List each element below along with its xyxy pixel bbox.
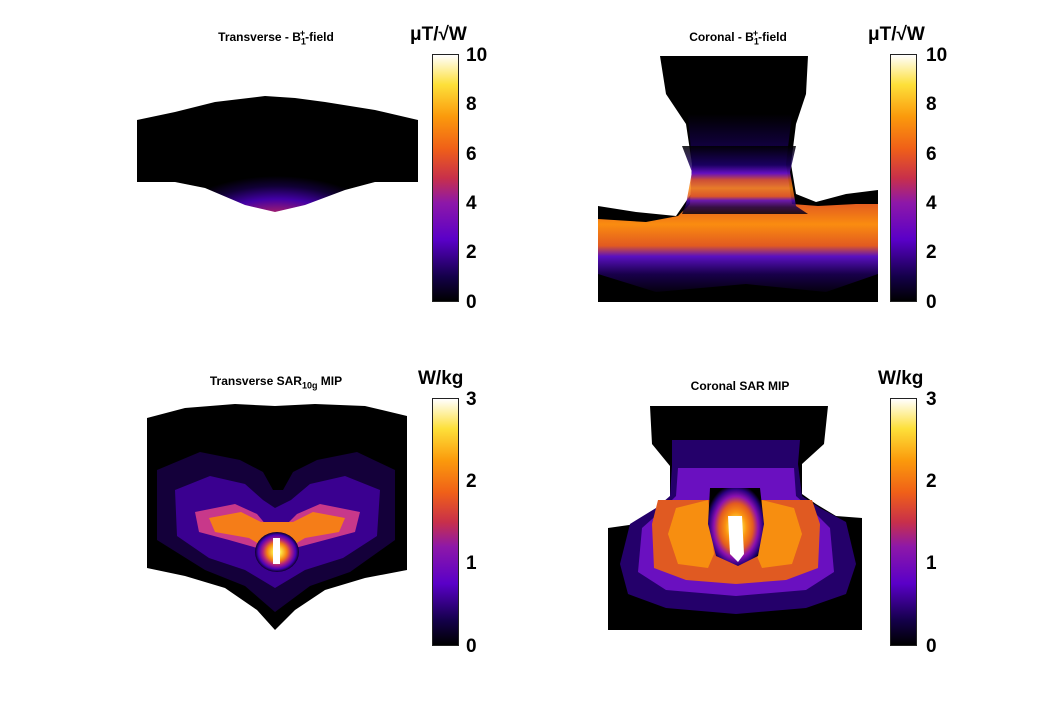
tick-label: 1 (466, 553, 477, 574)
tick-label: 2 (466, 242, 477, 263)
title-sub: 1 (753, 36, 759, 47)
colorbar-unit: μT/√W (868, 24, 925, 45)
panel-title: Coronal - B1+-field (663, 28, 813, 46)
title-main: Coronal - B (689, 30, 754, 44)
coronal-b1-map (596, 54, 880, 302)
title-sub: 10g (301, 380, 318, 391)
colorbar-unit: μT/√W (410, 24, 467, 45)
tick-label: 0 (466, 636, 477, 657)
tick-label: 2 (926, 471, 937, 492)
tick-label: 3 (926, 389, 937, 410)
panel-title: Transverse SAR10g MIP (186, 372, 366, 390)
tick-label: 10 (926, 45, 948, 66)
colorbar-unit: W/kg (418, 368, 464, 389)
colorbar-coronal-sar (890, 398, 917, 646)
title-main: Transverse SAR (209, 374, 302, 388)
tick-label: 0 (466, 292, 477, 313)
tick-label: 2 (926, 242, 937, 263)
panel-title: Coronal SAR MIP (665, 379, 815, 393)
transverse-b1-map (137, 96, 418, 220)
tick-label: 0 (926, 292, 937, 313)
title-main: Coronal SAR MIP (690, 379, 790, 393)
tick-label: 0 (926, 636, 937, 657)
transverse-sar-map (147, 404, 407, 630)
tick-label: 2 (466, 471, 477, 492)
title-sup: + (299, 28, 306, 38)
title-tail: -field (758, 30, 787, 44)
tick-label: 10 (466, 45, 488, 66)
tick-label: 4 (926, 193, 937, 214)
panel-title: Transverse - B1+-field (196, 28, 356, 46)
colorbar-transverse-b1 (432, 54, 459, 302)
colorbar-unit: W/kg (878, 368, 924, 389)
title-sup: + (752, 28, 759, 38)
tick-label: 3 (466, 389, 477, 410)
title-main: Transverse - B (218, 30, 301, 44)
tick-label: 1 (926, 553, 937, 574)
tick-label: 6 (466, 144, 477, 165)
tick-label: 6 (926, 144, 937, 165)
tick-label: 4 (466, 193, 477, 214)
colorbar-transverse-sar (432, 398, 459, 646)
title-sub: 1 (300, 36, 306, 47)
title-tail: -field (305, 30, 334, 44)
title-tail: MIP (317, 374, 343, 388)
coronal-sar-map (606, 404, 864, 632)
colorbar-coronal-b1 (890, 54, 917, 302)
tick-label: 8 (466, 94, 477, 115)
tick-label: 8 (926, 94, 937, 115)
